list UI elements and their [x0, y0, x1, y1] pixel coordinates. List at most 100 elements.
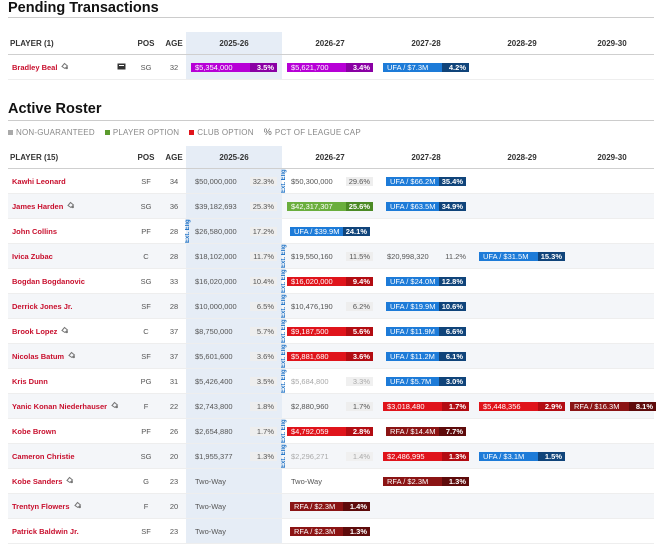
salary-cell[interactable]: UFA / $39.9M 24.1% [282, 218, 378, 244]
column-header[interactable]: PLAYER (15) [8, 146, 130, 169]
salary-box[interactable]: UFA / $3.1M 1.5% [479, 449, 565, 464]
salary-cell[interactable]: $2,880,960 1.7% [282, 393, 378, 419]
salary-box[interactable]: UFA / $24.0M 12.8% [386, 274, 466, 289]
salary-box[interactable]: $5,426,400 3.5% [191, 374, 277, 389]
salary-cell[interactable]: $5,426,400 3.5% [186, 368, 282, 394]
salary-cell[interactable]: Ext. Elig. $10,476,190 6.2% [281, 293, 378, 319]
salary-box[interactable]: UFA / $63.5M 34.9% [386, 199, 466, 214]
salary-box[interactable]: $5,448,356 2.9% [479, 399, 565, 414]
salary-box[interactable]: $42,317,307 25.6% [287, 199, 373, 214]
salary-cell[interactable]: Ext. Elig. $19,550,160 11.5% [281, 243, 378, 269]
salary-cell[interactable]: Ext. Elig. $50,300,000 29.6% [281, 168, 378, 194]
salary-cell[interactable]: Ext. Elig. $9,187,500 5.6% [281, 318, 378, 344]
salary-box[interactable]: $2,880,960 1.7% [287, 399, 373, 414]
player-name-link[interactable]: James Harden [12, 201, 64, 211]
salary-cell[interactable]: $16,020,000 10.4% [186, 268, 282, 294]
salary-box[interactable]: Two-Way [287, 474, 373, 489]
salary-cell[interactable]: RFA / $2.3M 1.3% [378, 468, 474, 494]
salary-cell[interactable]: UFA / $5.7M 3.0% [378, 368, 474, 394]
salary-box[interactable]: $20,998,320 11.2% [383, 249, 469, 264]
salary-box[interactable]: $3,018,480 1.7% [383, 399, 469, 414]
salary-box[interactable]: $2,486,995 1.3% [383, 449, 469, 464]
player-name-cell[interactable]: Yanic Konan Niederhauser [8, 393, 130, 419]
salary-box[interactable]: $18,102,000 11.7% [191, 249, 277, 264]
salary-cell[interactable]: UFA / $31.5M 15.3% [474, 243, 570, 269]
salary-cell[interactable]: $3,018,480 1.7% [378, 393, 474, 419]
salary-cell[interactable]: Two-Way [186, 493, 282, 519]
salary-cell[interactable]: UFA / $11.9M 6.6% [378, 318, 474, 344]
salary-cell[interactable]: $39,182,693 25.3% [186, 193, 282, 219]
salary-cell[interactable]: Ext. Elig. $2,296,271 1.4% [281, 443, 378, 469]
salary-cell[interactable]: RFA / $16.3M 8.1% [570, 393, 656, 419]
salary-cell[interactable]: $20,998,320 11.2% [378, 243, 474, 269]
player-name-cell[interactable]: Patrick Baldwin Jr. [8, 518, 130, 544]
salary-box[interactable]: RFA / $16.3M 8.1% [570, 399, 656, 414]
column-header[interactable]: 2026-27 [282, 32, 378, 55]
player-name-cell[interactable]: Kawhi Leonard [8, 168, 130, 194]
salary-box[interactable]: $50,300,000 29.6% [287, 174, 373, 189]
salary-cell[interactable]: $2,743,800 1.8% [186, 393, 282, 419]
salary-cell[interactable]: UFA / $11.2M 6.1% [378, 343, 474, 369]
salary-cell[interactable]: Ext. Elig. $5,684,800 3.3% [281, 368, 378, 394]
player-name-cell[interactable]: Trentyn Flowers [8, 493, 130, 519]
player-name-cell[interactable]: Cameron Christie [8, 443, 130, 469]
salary-box[interactable]: UFA / $7.3M 4.2% [383, 60, 469, 75]
salary-cell[interactable]: UFA / $7.3M 4.2% [378, 54, 474, 80]
salary-cell[interactable]: $42,317,307 25.6% [282, 193, 378, 219]
column-header[interactable]: 2028-29 [474, 146, 570, 169]
player-name-cell[interactable]: Kris Dunn [8, 368, 130, 394]
salary-cell[interactable]: UFA / $19.9M 10.6% [378, 293, 474, 319]
salary-box[interactable]: $2,654,880 1.7% [191, 424, 277, 439]
column-header[interactable]: 2025-26 [186, 32, 282, 55]
salary-box[interactable]: $4,792,059 2.8% [287, 424, 373, 439]
salary-box[interactable]: Two-Way [191, 474, 277, 489]
salary-box[interactable]: $16,020,000 9.4% [287, 274, 373, 289]
salary-box[interactable]: $19,550,160 11.5% [287, 249, 373, 264]
player-name-cell[interactable]: Kobe Brown [8, 418, 130, 444]
player-name-link[interactable]: Kris Dunn [12, 376, 48, 386]
salary-cell[interactable]: RFA / $2.3M 1.4% [282, 493, 378, 519]
salary-box[interactable]: RFA / $2.3M 1.3% [290, 524, 370, 539]
salary-box[interactable]: $2,743,800 1.8% [191, 399, 277, 414]
salary-cell[interactable]: Two-Way [282, 468, 378, 494]
salary-box[interactable]: $5,601,600 3.6% [191, 349, 277, 364]
salary-cell[interactable]: $18,102,000 11.7% [186, 243, 282, 269]
salary-cell[interactable]: $1,955,377 1.3% [186, 443, 282, 469]
salary-box[interactable]: $10,476,190 6.2% [287, 299, 373, 314]
salary-cell[interactable]: UFA / $3.1M 1.5% [474, 443, 570, 469]
salary-cell[interactable]: Ext. Elig. $26,580,000 17.2% [185, 218, 282, 244]
salary-box[interactable]: UFA / $5.7M 3.0% [386, 374, 466, 389]
salary-cell[interactable]: $10,000,000 6.5% [186, 293, 282, 319]
salary-box[interactable]: $8,750,000 5.7% [191, 324, 277, 339]
player-name-link[interactable]: Nicolas Batum [12, 351, 65, 361]
salary-box[interactable]: $5,881,680 3.6% [287, 349, 373, 364]
player-name-link[interactable]: Bradley Beal [12, 62, 58, 72]
salary-box[interactable]: UFA / $66.2M 35.4% [386, 174, 466, 189]
salary-cell[interactable]: $2,486,995 1.3% [378, 443, 474, 469]
salary-box[interactable]: $2,296,271 1.4% [287, 449, 373, 464]
salary-cell[interactable]: UFA / $66.2M 35.4% [378, 168, 474, 194]
column-header[interactable]: 2025-26 [186, 146, 282, 169]
column-header[interactable]: 2029-30 [570, 146, 654, 169]
player-name-cell[interactable]: Derrick Jones Jr. [8, 293, 130, 319]
salary-cell[interactable]: $5,448,356 2.9% [474, 393, 570, 419]
salary-box[interactable]: Two-Way [191, 499, 277, 514]
salary-box[interactable]: $9,187,500 5.6% [287, 324, 373, 339]
salary-cell[interactable]: $5,354,000 3.5% [186, 54, 282, 80]
salary-box[interactable]: $5,354,000 3.5% [191, 60, 277, 75]
salary-box[interactable]: $26,580,000 17.2% [191, 224, 277, 239]
salary-box[interactable]: Two-Way [191, 524, 277, 539]
column-header[interactable]: PLAYER (1) [8, 32, 130, 55]
salary-box[interactable]: UFA / $11.2M 6.1% [386, 349, 466, 364]
salary-cell[interactable]: UFA / $24.0M 12.8% [378, 268, 474, 294]
salary-cell[interactable]: Ext. Elig. $5,881,680 3.6% [281, 343, 378, 369]
salary-cell[interactable]: Ext. Elig. $4,792,059 2.8% [281, 418, 378, 444]
salary-cell[interactable]: UFA / $63.5M 34.9% [378, 193, 474, 219]
player-name-cell[interactable]: Bradley Beal [8, 54, 130, 80]
column-header[interactable]: 2026-27 [282, 146, 378, 169]
salary-box[interactable]: $5,684,800 3.3% [287, 374, 373, 389]
player-name-link[interactable]: Trentyn Flowers [12, 501, 70, 511]
salary-box[interactable]: RFA / $14.4M 7.7% [386, 424, 466, 439]
column-header[interactable]: 2028-29 [474, 32, 570, 55]
column-header[interactable]: 2027-28 [378, 32, 474, 55]
